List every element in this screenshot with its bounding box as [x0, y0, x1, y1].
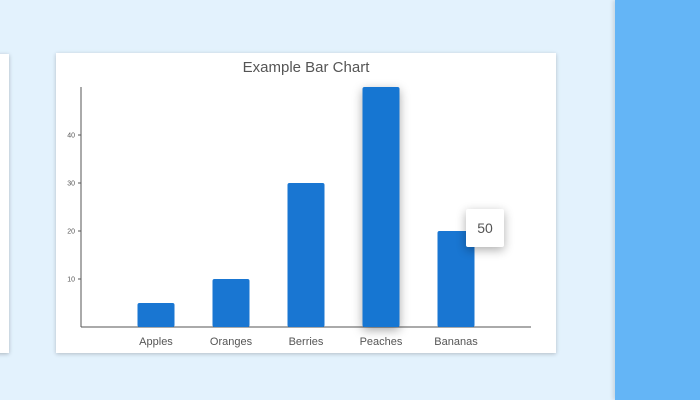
x-tick-label-oranges: Oranges: [210, 336, 253, 348]
y-tick-label: 20: [67, 229, 75, 236]
y-tick-label: 30: [67, 181, 75, 188]
right-side-panel: [615, 0, 700, 400]
tooltip: 50: [466, 209, 504, 247]
x-tick-label-peaches: Peaches: [360, 336, 403, 348]
chart-card: Example Bar Chart Apples Oranges Berries Pe…: [56, 53, 556, 353]
x-tick-label-berries: Berries: [289, 336, 324, 348]
bar-bananas[interactable]: [437, 231, 475, 327]
tooltip-value: 50: [477, 220, 493, 236]
left-card-edge: [0, 54, 9, 353]
y-axis-labels: 10 20 30 40: [67, 133, 75, 284]
x-axis-labels: Apples Oranges Berries Peaches Bananas: [139, 336, 478, 348]
bar-apples[interactable]: [137, 303, 175, 327]
bar-chart: Apples Oranges Berries Peaches Bananas 10 20 3…: [67, 87, 531, 348]
x-tick-label-apples: Apples: [139, 336, 173, 348]
x-tick-label-bananas: Bananas: [434, 336, 478, 348]
bars: [137, 87, 475, 327]
bar-oranges[interactable]: [212, 279, 250, 327]
chart-title: Example Bar Chart: [242, 59, 370, 76]
bar-berries[interactable]: [287, 183, 325, 327]
bar-peaches[interactable]: [362, 87, 400, 327]
y-tick-label: 10: [67, 277, 75, 284]
y-tick-label: 40: [67, 133, 75, 140]
